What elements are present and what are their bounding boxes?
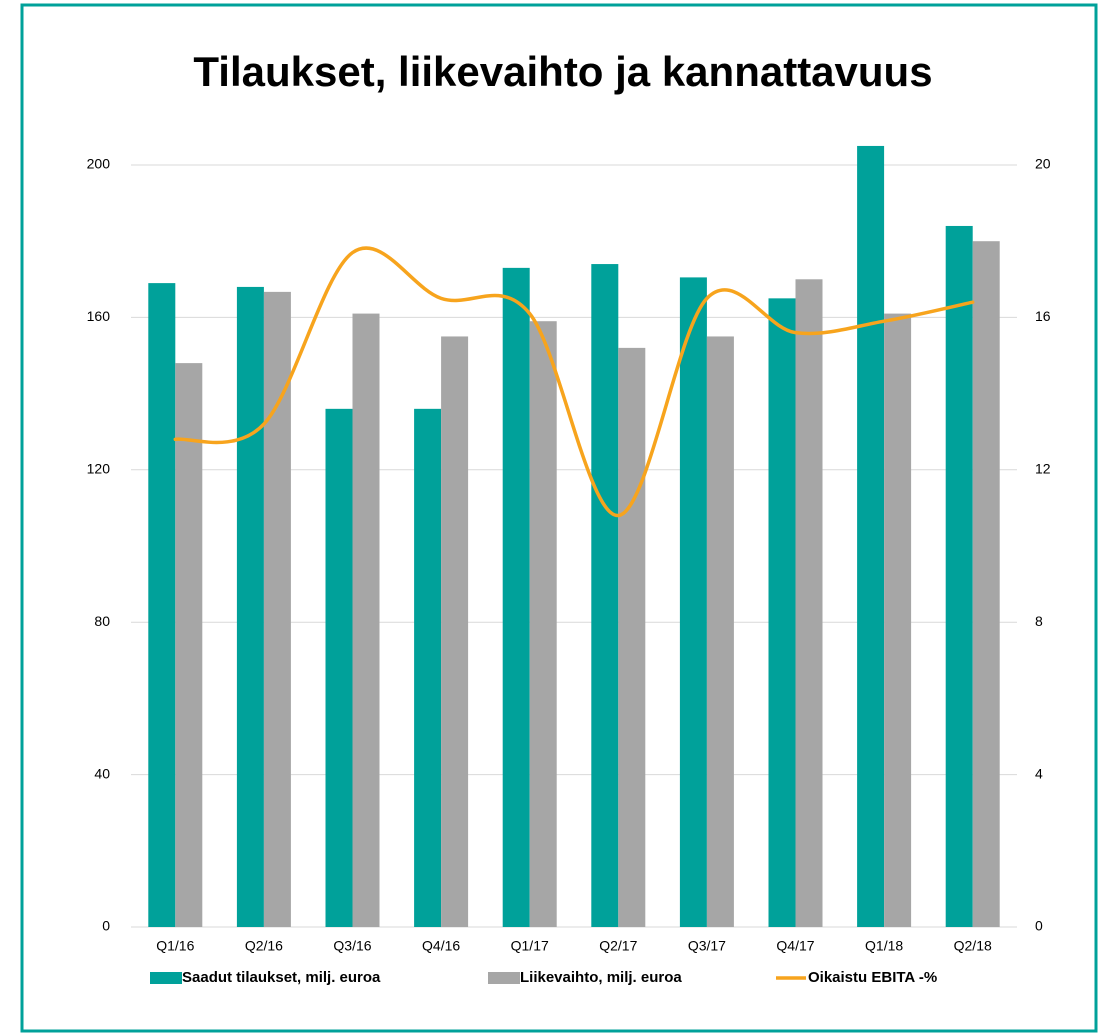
legend-label: Oikaistu EBITA -% (808, 969, 937, 986)
y2-tick-label: 20 (1035, 156, 1051, 172)
legend-label: Saadut tilaukset, milj. euroa (182, 969, 381, 986)
bar (618, 347, 646, 927)
bar (529, 321, 557, 928)
y-tick-label: 120 (87, 461, 111, 477)
y-tick-label: 160 (87, 308, 111, 324)
bar (884, 313, 912, 928)
y2-tick-label: 8 (1035, 613, 1043, 629)
y-tick-label: 40 (94, 765, 110, 781)
y-tick-label: 80 (94, 613, 110, 629)
bar (175, 363, 203, 927)
y2-tick-label: 12 (1035, 461, 1051, 477)
bar (352, 313, 380, 928)
bar (795, 279, 823, 927)
bar (325, 408, 353, 928)
line (173, 246, 975, 518)
x-tick-label: Q1/16 (156, 938, 194, 954)
y2-tick-label: 4 (1035, 765, 1043, 781)
y2-tick-label: 0 (1035, 918, 1043, 934)
x-tick-label: Q4/16 (422, 938, 460, 954)
y-tick-label: 0 (102, 918, 110, 934)
x-tick-label: Q3/17 (688, 938, 726, 954)
legend-label: Liikevaihto, milj. euroa (520, 969, 682, 986)
x-tick-label: Q1/17 (511, 938, 549, 954)
bar (441, 336, 469, 927)
legend-swatch (488, 972, 520, 984)
bar (768, 298, 796, 928)
bar (591, 264, 619, 927)
x-tick-label: Q2/18 (954, 938, 992, 954)
bar (236, 286, 264, 927)
bar (502, 267, 530, 927)
bar (857, 145, 885, 927)
bar (679, 277, 707, 927)
x-tick-label: Q2/16 (245, 938, 283, 954)
bar (945, 225, 973, 927)
x-tick-label: Q2/17 (599, 938, 637, 954)
bar (414, 408, 442, 928)
x-tick-label: Q1/18 (865, 938, 903, 954)
y2-tick-label: 16 (1035, 308, 1051, 324)
bar (263, 291, 291, 927)
x-tick-label: Q4/17 (776, 938, 814, 954)
chart-title: Tilaukset, liikevaihto ja kannattavuus (193, 48, 932, 95)
bar (706, 336, 734, 927)
y-tick-label: 200 (87, 156, 111, 172)
bar (148, 283, 176, 927)
bar (972, 241, 1000, 927)
legend-swatch (150, 972, 182, 984)
x-tick-label: Q3/16 (333, 938, 371, 954)
